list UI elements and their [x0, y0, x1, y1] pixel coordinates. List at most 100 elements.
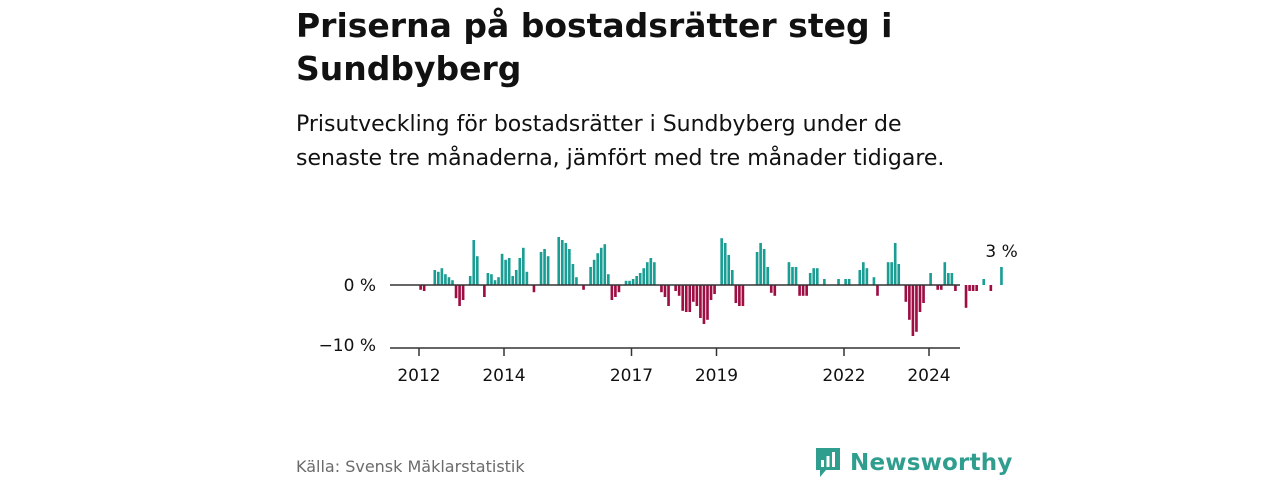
bar — [645, 262, 649, 285]
brand-name: Newsworthy — [850, 450, 1013, 476]
bar — [922, 285, 925, 303]
bar — [989, 285, 993, 291]
bar — [582, 285, 585, 290]
bar — [794, 267, 798, 285]
bar — [808, 273, 812, 285]
bar — [893, 243, 897, 285]
bar — [791, 267, 794, 285]
bar — [798, 285, 801, 296]
newsworthy-logo-icon — [816, 448, 840, 477]
bar — [674, 285, 677, 291]
bar — [713, 285, 716, 294]
bar — [422, 285, 426, 291]
x-tick-label: 2024 — [907, 366, 950, 386]
bar — [720, 238, 723, 285]
bar — [433, 270, 437, 285]
bar — [490, 274, 493, 285]
bar — [419, 285, 422, 290]
chart-title: Priserna på bostadsrätter steg i Sundbyb… — [296, 6, 893, 88]
y-axis-ticks: 0 % −10 % — [319, 276, 376, 356]
bar — [918, 285, 922, 312]
bar — [483, 285, 486, 297]
bar — [493, 280, 497, 285]
bar — [947, 273, 950, 285]
bar — [607, 274, 610, 285]
bar — [943, 262, 947, 285]
bar — [769, 285, 773, 293]
bar — [929, 273, 932, 285]
bar — [437, 271, 440, 285]
bar — [603, 244, 607, 285]
x-tick-label: 2012 — [397, 366, 440, 386]
bar — [454, 285, 458, 299]
bar — [727, 255, 731, 285]
bar — [642, 268, 646, 285]
bar — [677, 285, 681, 296]
bar — [532, 285, 536, 293]
bar — [472, 240, 476, 285]
bar — [599, 247, 603, 285]
bar — [975, 285, 978, 291]
bar — [897, 264, 901, 285]
bar — [461, 285, 465, 300]
bar — [939, 285, 943, 290]
bar — [447, 277, 451, 285]
last-value-label: 3 % — [985, 242, 1017, 262]
bar — [444, 274, 447, 285]
bar — [968, 285, 971, 291]
bar — [738, 285, 741, 306]
x-tick-label: 2022 — [822, 366, 865, 386]
bar — [497, 277, 500, 285]
bar — [865, 268, 869, 285]
bar — [950, 273, 954, 285]
bar — [560, 240, 564, 285]
bar — [610, 285, 614, 300]
bar — [911, 285, 915, 336]
bar — [596, 253, 600, 285]
bar — [954, 285, 957, 291]
x-axis-ticks: 2012 2014 2017 2019 2022 2024 — [397, 348, 951, 386]
bar — [660, 285, 663, 293]
bar — [730, 270, 734, 285]
bar — [812, 268, 816, 285]
bar — [458, 285, 461, 306]
brand-logo[interactable]: Newsworthy — [814, 446, 1013, 480]
bar — [964, 285, 968, 308]
bar — [695, 285, 699, 306]
bar — [681, 285, 685, 311]
bar — [663, 285, 667, 297]
bar — [504, 259, 507, 285]
bars-group — [419, 237, 1003, 336]
bar — [628, 280, 631, 285]
bar — [589, 267, 592, 285]
bar — [564, 243, 568, 285]
bar — [522, 247, 525, 285]
source-note: Källa: Svensk Mäklarstatistik — [296, 457, 525, 476]
bar — [514, 270, 518, 285]
bar — [787, 262, 791, 285]
bar — [801, 285, 805, 296]
bar — [759, 243, 762, 285]
bar — [699, 285, 702, 318]
bar — [638, 273, 642, 285]
bar — [734, 285, 738, 303]
bar — [451, 280, 454, 285]
bar — [575, 277, 578, 285]
bar — [557, 237, 561, 285]
bar — [915, 285, 918, 332]
bar — [773, 285, 777, 296]
bar — [475, 256, 479, 285]
bar — [543, 249, 546, 285]
bar — [815, 268, 819, 285]
bar — [709, 285, 713, 300]
bar — [624, 280, 628, 285]
bar — [617, 285, 621, 293]
bar — [844, 279, 847, 285]
bar — [971, 285, 975, 291]
bar — [592, 259, 596, 285]
bar — [886, 262, 890, 285]
bar — [858, 270, 862, 285]
x-tick-label: 2017 — [610, 366, 653, 386]
bar — [568, 249, 571, 285]
